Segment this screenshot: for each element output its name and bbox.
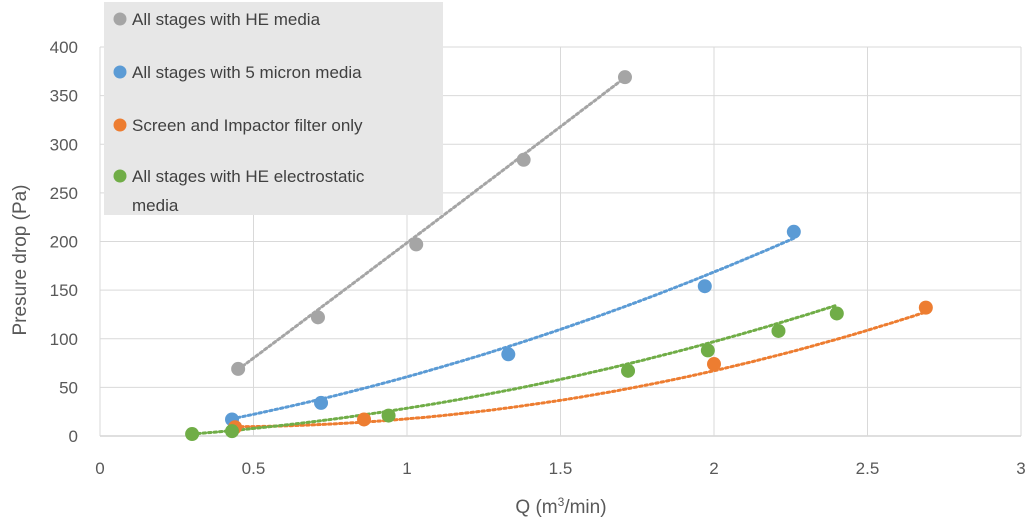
data-point — [697, 279, 712, 294]
trendline — [233, 310, 928, 429]
data-point — [310, 310, 325, 325]
y-tick-label: 50 — [59, 378, 78, 397]
legend-marker — [113, 118, 127, 132]
data-point — [381, 408, 396, 423]
legend-marker — [113, 169, 127, 183]
x-tick-label: 0 — [95, 459, 104, 478]
x-tick-labels: 0 0.5 1 1.5 2 2.5 3 — [95, 459, 1025, 478]
trendline — [236, 76, 627, 371]
y-tick-labels: 0 50 100 150 200 250 300 350 400 — [50, 38, 78, 446]
legend-label: Screen and Impactor filter only — [132, 116, 363, 135]
legend-label: All stages with HE media — [132, 10, 321, 29]
x-tick-label: 3 — [1016, 459, 1025, 478]
data-point — [185, 427, 200, 442]
data-point — [501, 347, 516, 362]
legend: All stages with HE media All stages with … — [104, 2, 443, 215]
legend-marker — [113, 65, 127, 79]
data-points — [185, 70, 933, 442]
x-tick-label: 2.5 — [856, 459, 880, 478]
x-tick-label: 2 — [709, 459, 718, 478]
y-tick-label: 350 — [50, 87, 78, 106]
legend-marker — [113, 12, 127, 26]
y-axis-title: Presure drop (Pa) — [10, 184, 31, 335]
data-point — [771, 323, 786, 338]
data-point — [231, 361, 246, 376]
data-point — [617, 70, 632, 85]
y-tick-label: 0 — [69, 427, 78, 446]
trendline — [190, 303, 839, 436]
x-tick-label: 1 — [402, 459, 411, 478]
x-axis-title: Q (m3/min) — [515, 495, 606, 518]
data-point — [786, 224, 801, 239]
data-point — [225, 424, 240, 439]
y-tick-label: 250 — [50, 184, 78, 203]
data-point — [918, 300, 933, 315]
x-axis-title-tail: /min) — [564, 497, 606, 518]
x-tick-label: 1.5 — [549, 459, 573, 478]
legend-label: All stages with HE electrostatic — [132, 167, 365, 186]
y-tick-label: 100 — [50, 330, 78, 349]
x-tick-label: 0.5 — [242, 459, 266, 478]
trendline — [230, 236, 796, 421]
data-point — [314, 395, 329, 410]
data-point — [621, 363, 636, 378]
legend-label: media — [132, 196, 179, 215]
data-point — [516, 152, 531, 167]
x-axis-title-superscript: 3 — [558, 495, 565, 509]
data-point — [357, 412, 372, 427]
legend-background — [104, 2, 443, 215]
y-tick-label: 400 — [50, 38, 78, 57]
y-tick-label: 200 — [50, 233, 78, 252]
y-tick-label: 300 — [50, 135, 78, 154]
trendlines — [190, 76, 928, 436]
data-point — [700, 343, 715, 358]
legend-label: All stages with 5 micron media — [132, 63, 362, 82]
y-tick-label: 150 — [50, 281, 78, 300]
data-point — [707, 357, 721, 372]
data-point — [409, 237, 424, 252]
x-axis-title-main: Q (m — [515, 497, 557, 518]
data-point — [829, 306, 844, 321]
